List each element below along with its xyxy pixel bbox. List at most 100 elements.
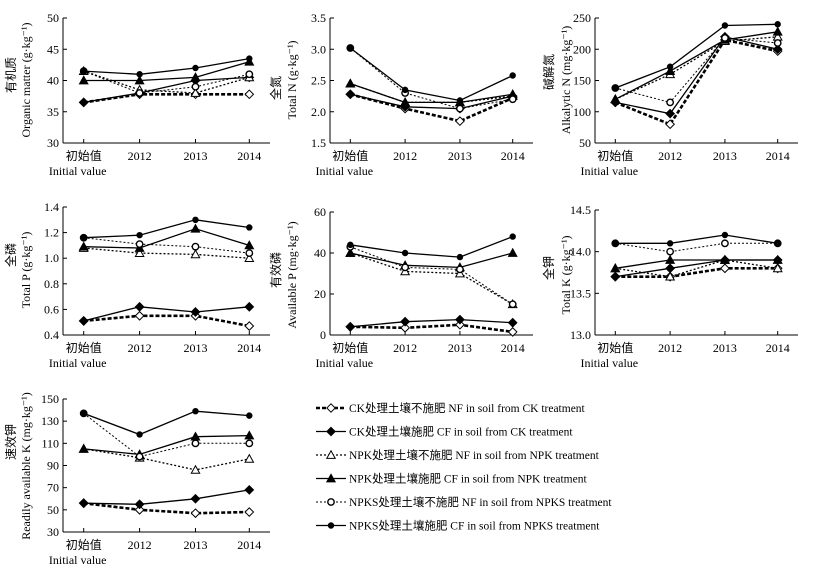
series-6-point: [774, 240, 781, 247]
series-6-point: [509, 233, 516, 240]
series-line-3: [350, 252, 514, 305]
series-6-point: [612, 240, 619, 247]
series-2-point: [190, 493, 201, 504]
y-axis-label-cn: 全磷: [3, 243, 18, 267]
legend-marker-1: [326, 403, 336, 413]
legend-label-5: NPKS处理土壤不施肥 NF in soil from NPKS treatme…: [349, 495, 612, 509]
series-1-point: [400, 322, 411, 333]
y-axis-label-cn: 速效钾: [3, 424, 18, 460]
y-tick-label: 70: [47, 481, 59, 495]
y-axis-label-en: Total P (g·kg⁻¹): [19, 232, 33, 309]
x-tick-label: 2012: [128, 341, 152, 355]
series-6-point: [666, 240, 674, 247]
series-6-point: [80, 67, 87, 75]
series-line-5: [83, 413, 250, 458]
series-line-3: [615, 259, 778, 278]
series-1-point: [134, 504, 145, 515]
series-5-point: [245, 70, 254, 79]
series-2-point: [190, 307, 201, 317]
series-4-point: [190, 72, 201, 82]
series-6-point: [774, 21, 781, 28]
series-5-point: [401, 263, 410, 272]
series-3-point: [190, 464, 201, 474]
series-line-3: [83, 448, 250, 471]
x-tick-label: 2013: [448, 341, 472, 355]
series-line-3: [83, 247, 250, 259]
series-4-point: [772, 26, 783, 36]
y-tick-label: 0.6: [44, 302, 59, 316]
series-line-1: [83, 314, 250, 328]
x-tick-label: 初始值: [597, 148, 633, 163]
y-tick-label: 30: [47, 136, 59, 150]
y-tick-label: 40: [314, 246, 326, 260]
series-3-point: [244, 453, 255, 463]
x-tick-label: 2014: [766, 149, 790, 163]
series-4-point: [134, 75, 145, 85]
y-tick-label: 0: [320, 328, 326, 342]
series-6-point: [136, 431, 143, 438]
series-3-point: [665, 271, 676, 281]
series-5-point: [245, 439, 254, 448]
series-line-2: [350, 93, 513, 110]
x-tick-label-initial-en: Initial value: [49, 553, 107, 565]
series-4-point: [345, 247, 356, 257]
series-5-point: [508, 95, 517, 104]
series-4-point: [665, 65, 676, 75]
y-tick-label: 1.5: [311, 136, 326, 150]
x-tick-label: 初始值: [332, 148, 368, 163]
y-tick-label: 90: [47, 459, 59, 473]
x-tick-label: 初始值: [66, 537, 102, 552]
series-2-point: [78, 97, 89, 108]
series-5-point: [135, 240, 144, 249]
series-5-point: [135, 452, 144, 461]
y-tick-label: 200: [573, 42, 591, 56]
x-tick-label: 初始值: [66, 340, 102, 355]
series-1-point: [190, 508, 201, 519]
series-line-3: [83, 70, 250, 94]
series-6-point: [192, 64, 199, 72]
x-tick-label-initial-en: Initial value: [580, 164, 638, 178]
chart-panel-2: 1.5 2.0 2.5 3.0 3.5 初始值 2012 2013 2014 Initial va…: [268, 11, 533, 178]
y-tick-label: 130: [41, 414, 59, 428]
series-5-point: [456, 104, 464, 113]
y-axis-label-cn: 全氮: [268, 76, 283, 100]
series-6-point: [192, 216, 199, 223]
x-tick-label: 初始值: [66, 148, 102, 163]
series-line-5: [615, 37, 778, 103]
series-5-point: [245, 249, 254, 257]
y-tick-label: 100: [573, 105, 591, 119]
series-3-point: [190, 87, 201, 97]
x-tick-label: 2012: [658, 149, 682, 163]
x-tick-label: 2013: [183, 149, 207, 163]
series-line-4: [350, 252, 513, 269]
series-6-point: [456, 253, 464, 261]
x-tick-label-initial-en: Initial value: [580, 356, 638, 370]
y-axis-label-cn: 全钾: [541, 256, 556, 280]
series-4-point: [78, 241, 89, 251]
series-6-point: [80, 234, 87, 241]
x-tick-label: 2012: [658, 341, 682, 355]
series-line-6: [83, 410, 250, 436]
series-line-1: [83, 93, 250, 104]
x-tick-label: 2014: [237, 341, 261, 355]
y-axis-label-en: Available P (mg·kg⁻¹): [285, 221, 299, 328]
y-axis-label-en: Total K (g·kg⁻¹): [559, 235, 573, 314]
series-6-point: [136, 231, 143, 239]
series-line-3: [615, 36, 778, 100]
series-5-point: [773, 39, 782, 47]
series-4-point: [190, 223, 201, 233]
series-5-point: [191, 242, 200, 251]
series-5-point: [456, 265, 464, 274]
series-6-point: [612, 84, 619, 92]
x-tick-label: 2014: [501, 341, 525, 355]
x-tick-label-initial-en: Initial value: [49, 356, 107, 370]
x-tick-label: 初始值: [597, 340, 633, 355]
series-line-1: [615, 266, 778, 279]
series-1-point: [665, 119, 676, 130]
series-1-point: [455, 319, 465, 330]
series-2-point: [507, 317, 518, 328]
series-3-point: [772, 263, 783, 273]
series-6-point: [246, 224, 253, 231]
legend-label-4: NPK处理土壤施肥 CF in soil from NPK treatment: [349, 472, 587, 486]
